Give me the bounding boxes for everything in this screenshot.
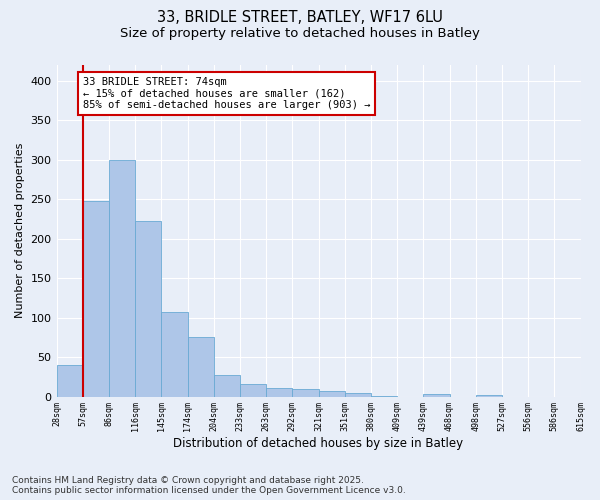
Bar xyxy=(240,384,266,396)
Bar xyxy=(292,388,319,396)
Bar xyxy=(476,395,502,396)
Bar xyxy=(188,338,214,396)
Bar xyxy=(109,160,135,396)
X-axis label: Distribution of detached houses by size in Batley: Distribution of detached houses by size … xyxy=(173,437,464,450)
Text: Size of property relative to detached houses in Batley: Size of property relative to detached ho… xyxy=(120,28,480,40)
Bar xyxy=(214,376,240,396)
Bar xyxy=(83,201,109,396)
Bar xyxy=(345,394,371,396)
Text: 33, BRIDLE STREET, BATLEY, WF17 6LU: 33, BRIDLE STREET, BATLEY, WF17 6LU xyxy=(157,10,443,25)
Bar xyxy=(424,394,449,396)
Y-axis label: Number of detached properties: Number of detached properties xyxy=(15,143,25,318)
Bar xyxy=(266,388,292,396)
Bar xyxy=(56,365,83,396)
Text: Contains HM Land Registry data © Crown copyright and database right 2025.
Contai: Contains HM Land Registry data © Crown c… xyxy=(12,476,406,495)
Bar xyxy=(161,312,188,396)
Text: 33 BRIDLE STREET: 74sqm
← 15% of detached houses are smaller (162)
85% of semi-d: 33 BRIDLE STREET: 74sqm ← 15% of detache… xyxy=(83,77,370,110)
Bar xyxy=(319,391,345,396)
Bar xyxy=(135,220,161,396)
